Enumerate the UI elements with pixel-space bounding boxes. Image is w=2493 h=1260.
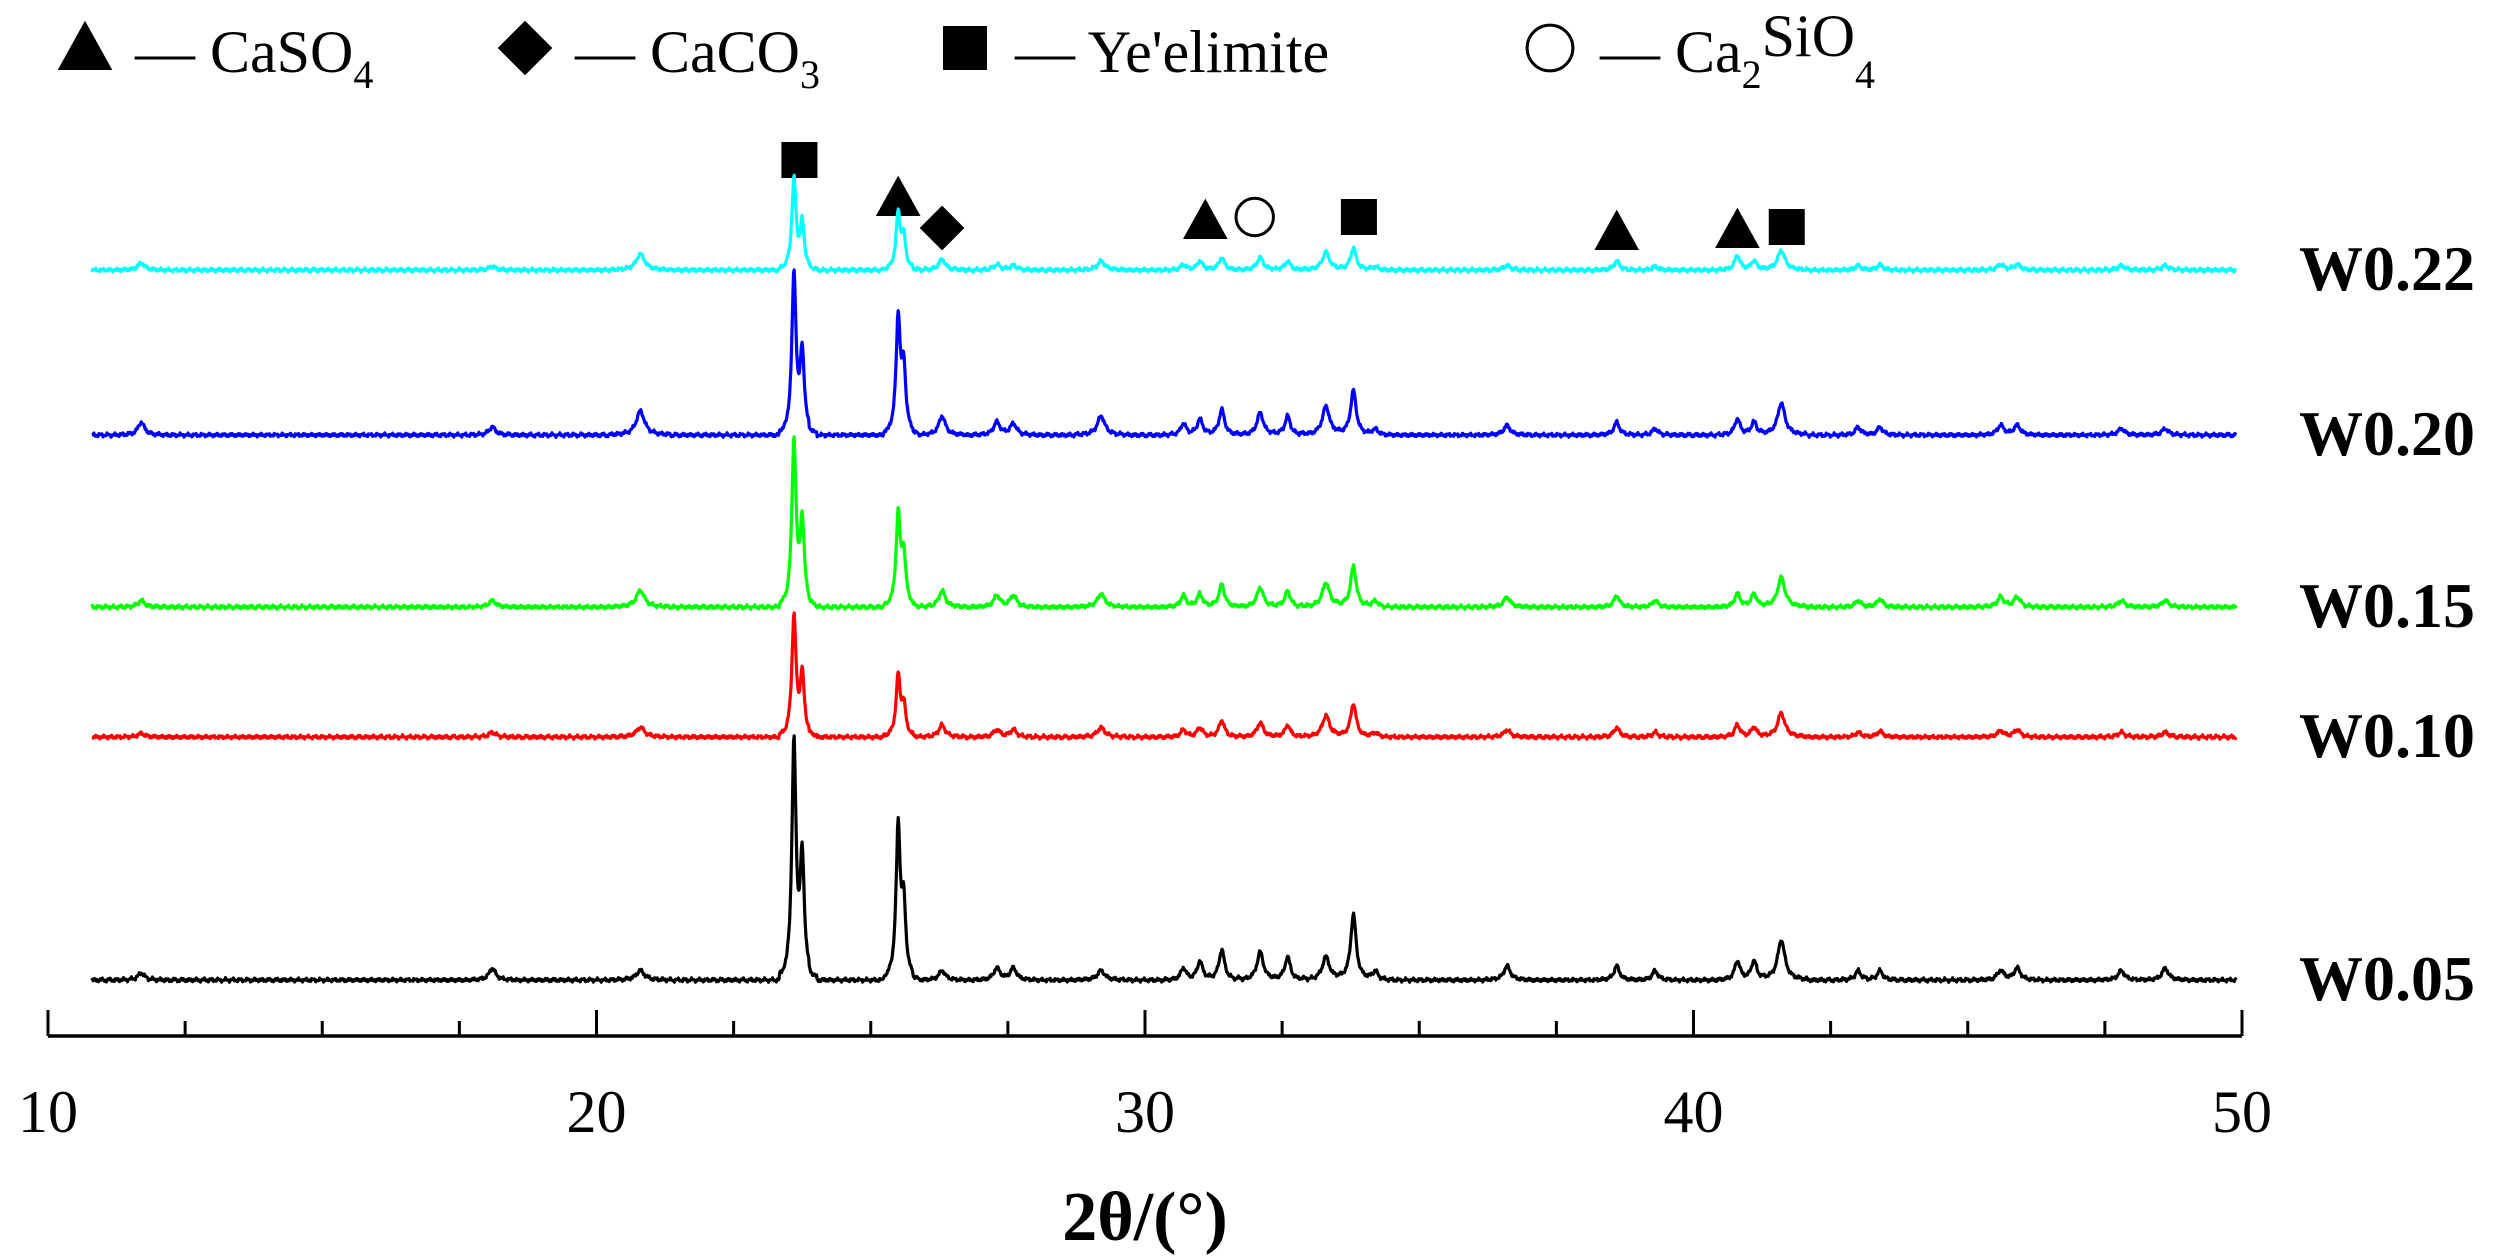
legend-label: — Ca2SiO4: [1599, 3, 1875, 97]
square-phase-marker: [1340, 199, 1377, 235]
legend-label: — CaSO4: [134, 19, 373, 97]
x-tick-label: 20: [567, 1079, 627, 1145]
triangle-phase-marker: [1594, 209, 1640, 250]
series-label: W0.10: [2299, 700, 2475, 771]
square-legend-icon: [943, 26, 987, 70]
x-axis-label: 2θ/(°): [1062, 1179, 1228, 1256]
square-phase-marker: [1768, 209, 1805, 245]
x-tick-label: 40: [1664, 1079, 1724, 1145]
series-label: W0.05: [2299, 943, 2475, 1014]
series-labels: W0.22 W0.20 W0.15 W0.10 W0.05: [2299, 233, 2475, 1014]
series-line: [90, 734, 2238, 984]
diamond-phase-marker: [919, 205, 965, 251]
x-axis: 10 20 30 40 50: [18, 1010, 2272, 1145]
series-line: [90, 435, 2238, 611]
triangle-phase-marker: [875, 175, 921, 216]
circle-legend-icon: [1525, 23, 1575, 73]
diamond-legend-icon: [497, 20, 553, 76]
x-tick-label: 10: [18, 1079, 78, 1145]
series-line: [90, 173, 2238, 274]
legend-label: — Ye'elimite: [1014, 19, 1329, 85]
series-label: W0.15: [2299, 570, 2475, 641]
phase-markers: [781, 142, 1805, 251]
series-line: [90, 268, 2238, 439]
circle-phase-marker: [1234, 196, 1275, 238]
series-label: W0.20: [2299, 398, 2475, 469]
series-lines: [90, 173, 2238, 984]
x-tick-label: 50: [2212, 1079, 2272, 1145]
square-phase-marker: [781, 142, 818, 178]
series-label: W0.22: [2299, 233, 2475, 304]
legend-label: — CaCO3: [574, 19, 820, 97]
x-tick-label: 30: [1115, 1079, 1175, 1145]
legend: — CaSO4 — CaCO3 — Ye'elimite — Ca2SiO4: [57, 3, 1875, 97]
triangle-legend-icon: [57, 20, 113, 70]
triangle-phase-marker: [1715, 207, 1760, 248]
triangle-phase-marker: [1183, 198, 1228, 239]
series-line: [90, 611, 2238, 741]
